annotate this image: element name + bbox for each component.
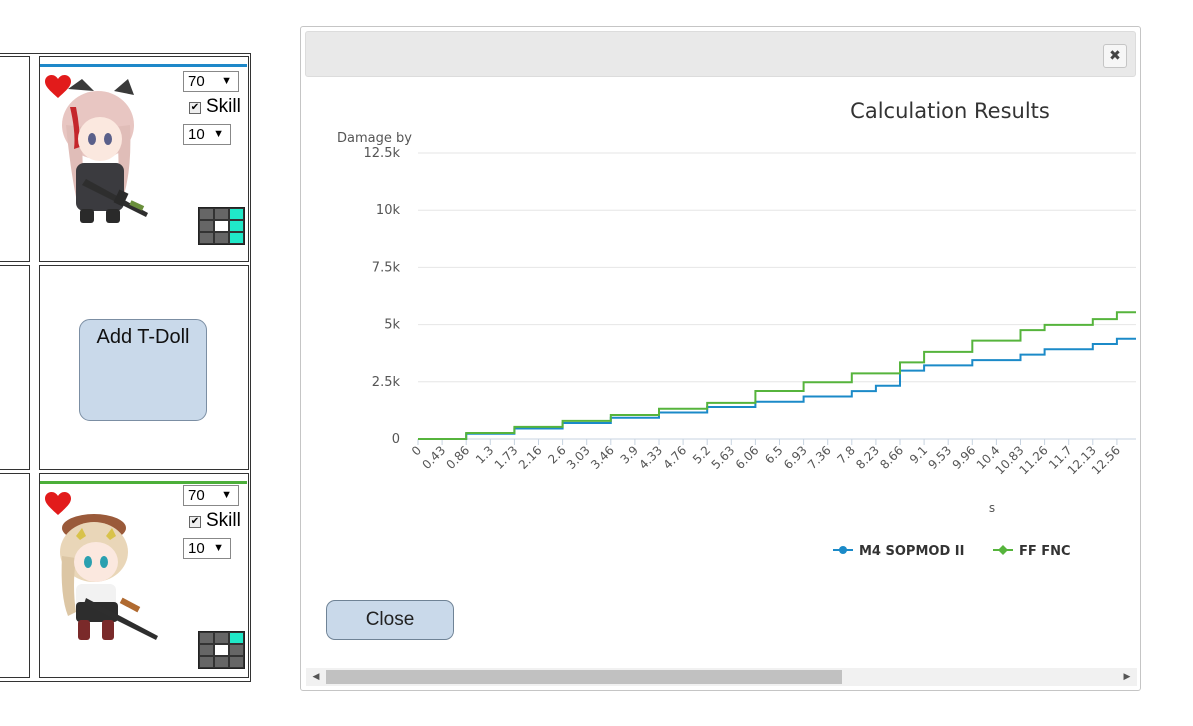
y-tick-label: 2.5k [372, 375, 401, 390]
chevron-down-icon: ▼ [213, 542, 224, 554]
tdoll-portrait-m4-sopmod [62, 79, 148, 223]
x-tick-label: 0.86 [444, 443, 473, 472]
grid-cell[interactable] [0, 265, 30, 470]
scroll-right-arrow-icon[interactable]: ▶ [1123, 672, 1131, 682]
grid-cell[interactable] [0, 473, 30, 678]
x-tick-label: 0.43 [419, 443, 448, 472]
damage-chart: 0 2.5k 5k 7.5k 10k 12.5k 00.430.86 1.31.732.16… [337, 99, 1136, 559]
chart-title: Calculation Results [850, 99, 1050, 123]
scrollbar-thumb[interactable] [326, 670, 842, 684]
level-select[interactable]: 70 ▼ [183, 71, 239, 92]
close-button[interactable]: Close [326, 600, 454, 640]
x-tick-label: 2.16 [516, 443, 545, 472]
legend-label[interactable]: M4 SOPMOD II [859, 544, 964, 559]
x-tick-label: 7.36 [805, 443, 834, 472]
grid-cell[interactable] [0, 56, 30, 262]
level-value: 70 [188, 73, 205, 90]
checkbox-checked-icon[interactable]: ✔ [189, 516, 201, 528]
y-tick-label: 10k [376, 203, 401, 218]
chevron-down-icon: ▼ [213, 128, 224, 140]
y-axis-ticks: 0 2.5k 5k 7.5k 10k 12.5k [364, 146, 401, 447]
chart-gridlines [418, 152, 1136, 440]
x-tick-label: 3.03 [564, 443, 593, 472]
x-tick-label: 8.66 [877, 443, 906, 472]
heart-icon[interactable] [45, 492, 71, 516]
chart-series [418, 311, 1136, 440]
scroll-left-arrow-icon[interactable]: ◀ [312, 672, 320, 682]
slot-accent-bar [40, 64, 247, 67]
level-value: 70 [188, 487, 205, 504]
x-tick-label: 3.46 [588, 443, 617, 472]
tdoll-slot-m4-sopmod[interactable]: 70 ▼ ✔ Skill 10 ▼ [39, 56, 249, 262]
x-axis-ticks: 00.430.86 1.31.732.16 2.63.033.46 3.94.334.… [409, 439, 1123, 477]
x-tick-label: 4.33 [636, 443, 665, 472]
formation-mini-grid [198, 207, 245, 245]
skill-level-select[interactable]: 10 ▼ [183, 124, 231, 145]
heart-icon[interactable] [45, 75, 71, 99]
x-tick-label: 0 [409, 443, 424, 458]
legend-label[interactable]: FF FNC [1019, 544, 1071, 559]
chevron-down-icon: ▼ [221, 489, 232, 501]
skill-toggle[interactable]: ✔ Skill [189, 97, 241, 117]
x-tick-label: 8.23 [853, 443, 882, 472]
skill-toggle[interactable]: ✔ Skill [189, 511, 241, 531]
skill-level-value: 10 [188, 126, 205, 143]
y-tick-label: 0 [392, 432, 400, 447]
slot-accent-bar [40, 481, 247, 484]
x-axis-label: s [989, 501, 995, 515]
add-tdoll-button[interactable]: Add T-Doll [79, 319, 207, 421]
x-tick-label: 9.96 [950, 443, 979, 472]
horizontal-scrollbar[interactable]: ◀ ▶ [306, 668, 1137, 686]
dialog-titlebar[interactable]: ✖ [305, 31, 1136, 77]
x-tick-label: 6.06 [733, 443, 762, 472]
skill-label: Skill [206, 510, 241, 531]
x-tick-label: 1.73 [492, 443, 521, 472]
echelon-grid: 70 ▼ ✔ Skill 10 ▼ [0, 53, 251, 682]
series-line [418, 337, 1136, 440]
skill-level-value: 10 [188, 540, 205, 557]
series-line [418, 311, 1136, 440]
y-tick-label: 7.5k [372, 260, 401, 275]
legend-marker-diamond [998, 545, 1008, 555]
calculation-results-dialog: ✖ 0 2.5k 5k 7.5k 10k 12.5k 0 0.43 0.86 1.3 1.73 2.… [300, 26, 1141, 691]
chevron-down-icon: ▼ [221, 75, 232, 87]
close-icon[interactable]: ✖ [1103, 44, 1127, 68]
y-tick-label: 12.5k [364, 146, 401, 161]
tdoll-slot-empty: Add T-Doll [39, 265, 249, 470]
skill-level-select[interactable]: 10 ▼ [183, 538, 231, 559]
y-tick-label: 5k [384, 318, 400, 333]
x-tick-label: 5.63 [709, 443, 738, 472]
y-axis-label: Damage by [337, 131, 412, 146]
x-tick-label: 9.53 [926, 443, 955, 472]
skill-label: Skill [206, 96, 241, 117]
formation-mini-grid [198, 631, 245, 669]
chart-legend: M4 SOPMOD II FF FNC [833, 544, 1071, 559]
legend-marker-circle [839, 546, 847, 554]
checkbox-checked-icon[interactable]: ✔ [189, 102, 201, 114]
level-select[interactable]: 70 ▼ [183, 485, 239, 506]
x-tick-label: 4.76 [660, 443, 689, 472]
tdoll-portrait-ff-fnc [60, 514, 158, 640]
x-tick-label: 6.93 [781, 443, 810, 472]
tdoll-slot-ff-fnc[interactable]: 70 ▼ ✔ Skill 10 ▼ [39, 473, 249, 678]
